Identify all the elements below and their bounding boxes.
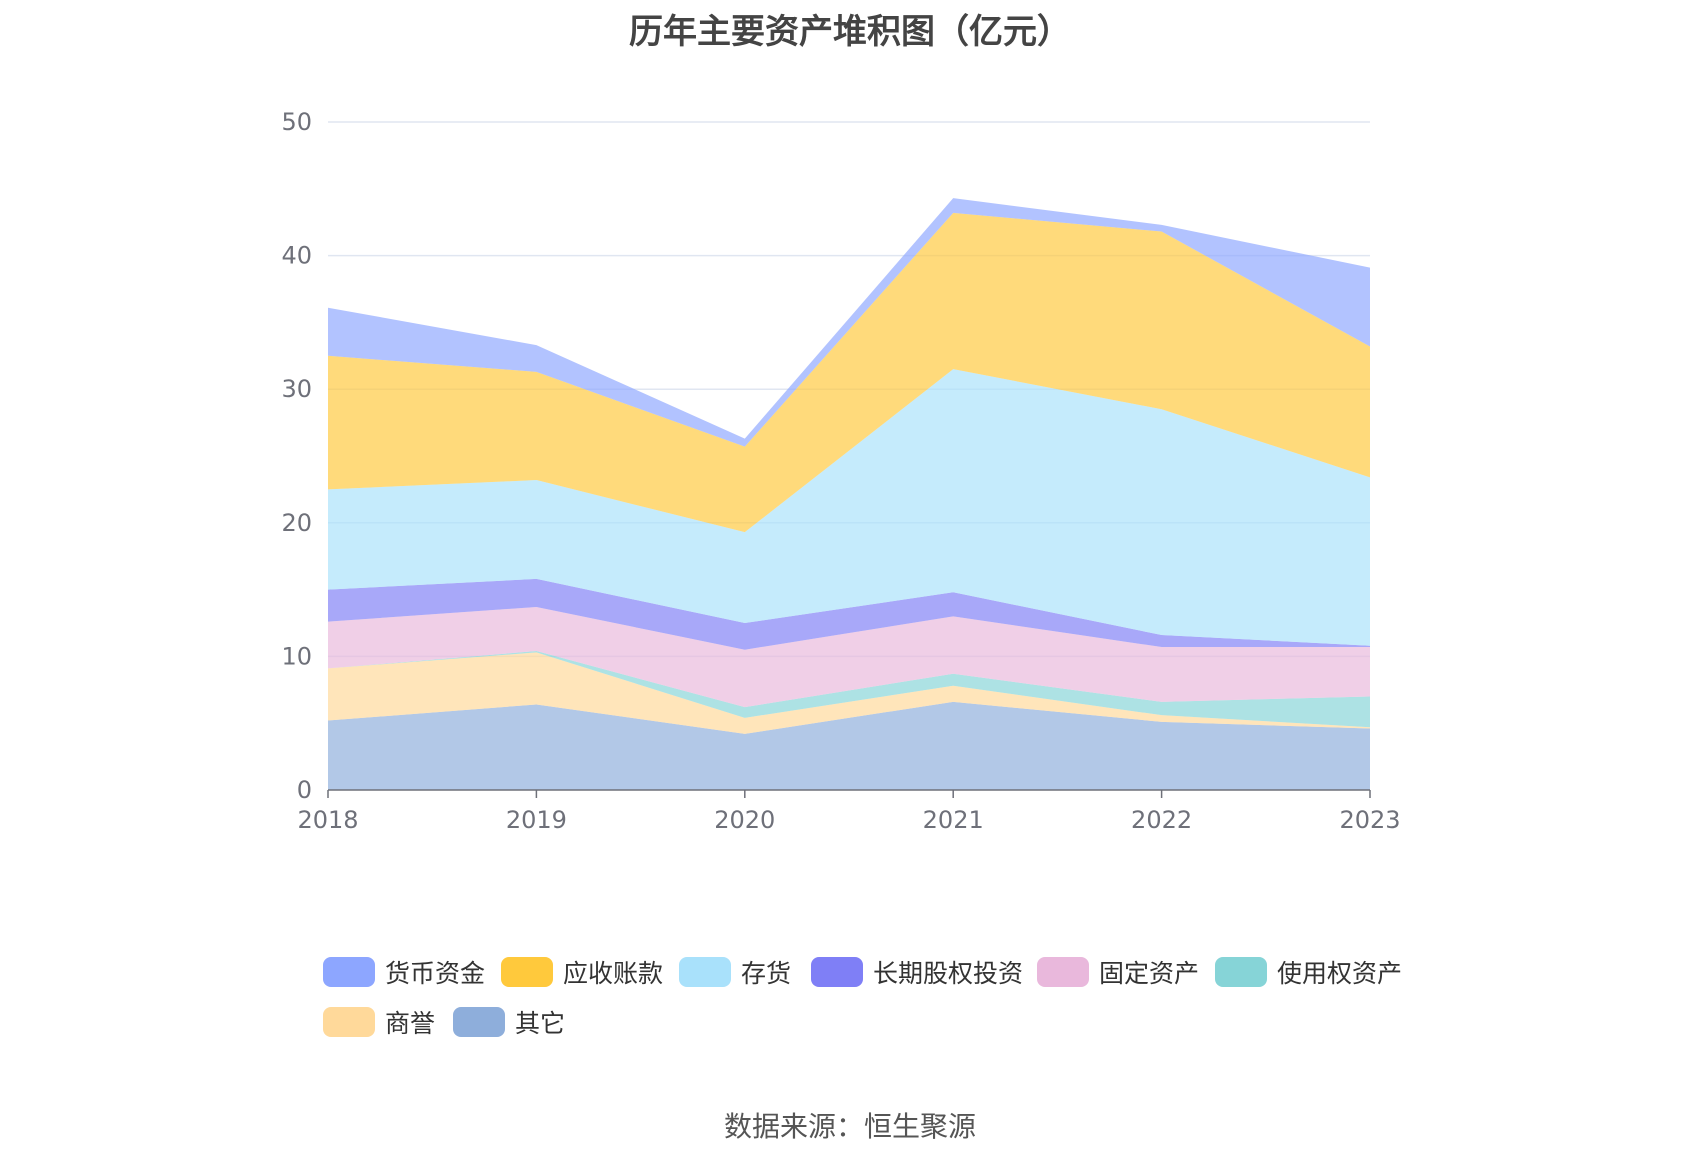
x-tick-label: 2019 bbox=[506, 806, 567, 834]
area-其它 bbox=[328, 701, 1370, 790]
data-source: 数据来源：恒生聚源 bbox=[723, 1110, 976, 1143]
stacked-area-chart: 0 10 20 30 40 50 2018 2019 2020 2021 2022 2023 bbox=[281, 108, 1400, 834]
chart-title: 历年主要资产堆积图（亿元） bbox=[629, 12, 1071, 52]
legend-item[interactable]: 应收账款 bbox=[501, 955, 663, 989]
legend-item[interactable]: 长期股权投资 bbox=[811, 955, 1023, 989]
x-tick-label: 2018 bbox=[297, 806, 358, 834]
y-tick-label: 30 bbox=[281, 375, 312, 403]
legend-item[interactable]: 货币资金 bbox=[323, 955, 485, 989]
legend-item[interactable]: 其它 bbox=[453, 1005, 565, 1039]
legend-item[interactable]: 存货 bbox=[679, 955, 791, 989]
x-tick-label: 2022 bbox=[1131, 806, 1192, 834]
y-tick-label: 10 bbox=[281, 642, 312, 670]
legend-swatch bbox=[323, 1007, 375, 1037]
area-series bbox=[328, 198, 1370, 790]
legend-label: 其它 bbox=[515, 1009, 566, 1038]
x-tick-label: 2023 bbox=[1339, 806, 1400, 834]
x-tick-label: 2021 bbox=[923, 806, 984, 834]
area-应收账款 bbox=[328, 212, 1370, 533]
legend-label: 商誉 bbox=[385, 1009, 436, 1038]
y-tick-label: 50 bbox=[281, 108, 312, 136]
legend-label: 存货 bbox=[741, 959, 792, 988]
legend-item[interactable]: 商誉 bbox=[323, 1005, 435, 1039]
area-货币资金 bbox=[328, 198, 1370, 447]
legend-item[interactable]: 使用权资产 bbox=[1215, 955, 1402, 989]
legend-label: 长期股权投资 bbox=[873, 959, 1024, 988]
legend-label: 应收账款 bbox=[563, 959, 664, 988]
legend-swatch bbox=[501, 957, 553, 987]
x-tick-label: 2020 bbox=[714, 806, 775, 834]
area-长期股权投资 bbox=[328, 578, 1370, 650]
area-使用权资产 bbox=[328, 651, 1370, 728]
area-存货 bbox=[328, 369, 1370, 646]
legend-label: 固定资产 bbox=[1099, 959, 1200, 988]
legend-swatch bbox=[323, 957, 375, 987]
y-tick-label: 40 bbox=[281, 242, 312, 270]
legend-label: 使用权资产 bbox=[1277, 959, 1403, 988]
y-tick-label: 0 bbox=[297, 776, 312, 804]
legend-item[interactable]: 固定资产 bbox=[1037, 955, 1199, 989]
legend-swatch bbox=[1215, 957, 1267, 987]
area-商誉 bbox=[328, 652, 1370, 734]
legend-swatch bbox=[1037, 957, 1089, 987]
legend-swatch bbox=[453, 1007, 505, 1037]
y-tick-label: 20 bbox=[281, 509, 312, 537]
legend-swatch bbox=[679, 957, 731, 987]
area-固定资产 bbox=[328, 606, 1370, 708]
legend-swatch bbox=[811, 957, 863, 987]
legend-label: 货币资金 bbox=[385, 959, 486, 988]
axes: 0 10 20 30 40 50 2018 2019 2020 2021 2022 2023 bbox=[281, 108, 1400, 834]
